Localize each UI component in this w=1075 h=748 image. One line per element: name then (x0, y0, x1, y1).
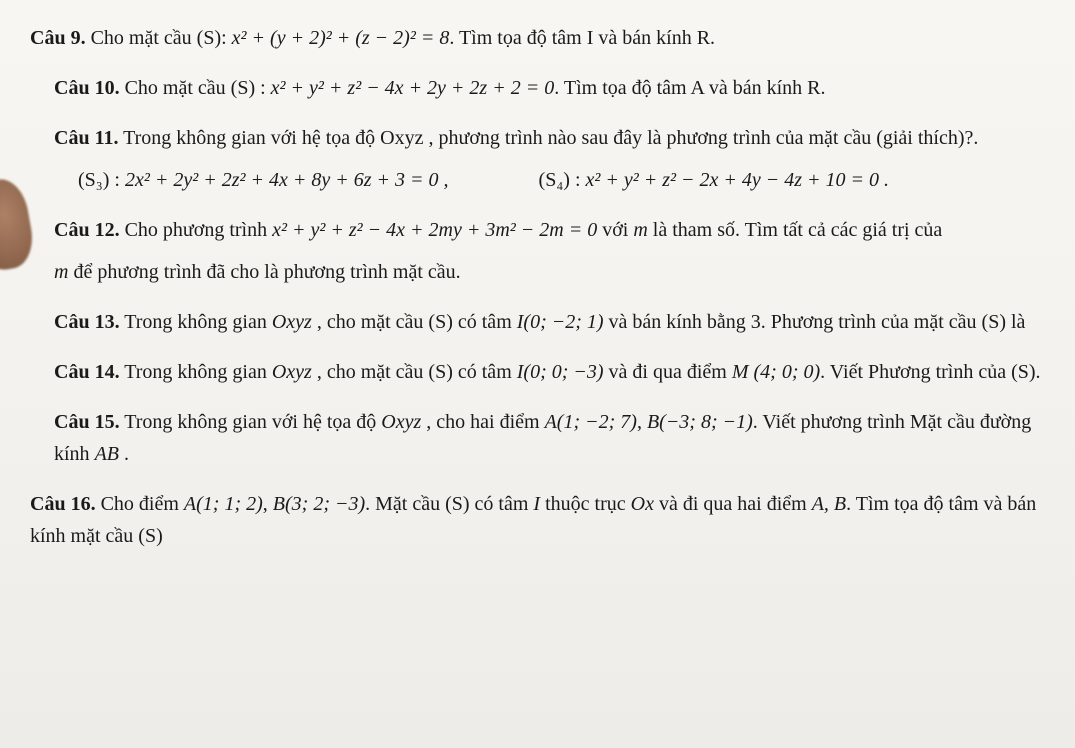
q9-text-before: Cho mặt cầu (S): (91, 27, 232, 49)
q13-text-after: . Phương trình của mặt cầu (S) là (761, 311, 1026, 333)
q12-text-before: Cho phương trình (125, 219, 273, 241)
q11-options: (S₃) : 2x² + 2y² + 2z² + 4x + 8y + 6z + … (54, 164, 1045, 196)
q10-eq: x² + y² + z² − 4x + 2y + 2z + 2 = 0 (271, 77, 555, 99)
q9-eq: x² + (y + 2)² + (z − 2)² = 8 (232, 27, 450, 49)
q16-axis: Ox (631, 493, 654, 515)
q14-space: Oxyz (272, 361, 312, 383)
q14-point: M (4; 0; 0) (732, 361, 820, 383)
question-14: Câu 14. Trong không gian Oxyz , cho mặt … (30, 356, 1045, 388)
q13-text-mid1: , cho mặt cầu (S) có tâm (312, 311, 517, 333)
q13-text-mid2: và bán kính bằng (604, 311, 751, 333)
q11-s4-label: (S₄) : (539, 169, 586, 191)
q12-line2: m để phương trình đã cho là phương trình… (54, 256, 1045, 288)
question-12: Câu 12. Cho phương trình x² + y² + z² − … (30, 214, 1045, 288)
q14-text-after: . Viết Phương trình của (S). (820, 361, 1040, 383)
q16-text-mid3: và đi qua hai điểm (654, 493, 812, 515)
q16-pointB: B(3; 2; −3) (273, 493, 365, 515)
q11-option-s3: (S₃) : 2x² + 2y² + 2z² + 4x + 8y + 6z + … (78, 164, 449, 196)
q12-eq: x² + y² + z² − 4x + 2my + 3m² − 2m = 0 (272, 219, 597, 241)
q9-text-after: . Tìm tọa độ tâm I và bán kính R. (449, 27, 715, 49)
question-16: Câu 16. Cho điểm A(1; 1; 2), B(3; 2; −3)… (30, 488, 1045, 552)
q12-text-mid: với (597, 219, 633, 241)
q15-text-mid1: , cho hai điểm (421, 411, 544, 433)
q13-text-before: Trong không gian (124, 311, 272, 333)
q12-text-after1: là tham số. Tìm tất cả các giá trị của (648, 219, 943, 241)
q11-lead: Câu 11. (54, 127, 118, 149)
q10-text-before: Cho mặt cầu (S) : (125, 77, 271, 99)
q14-text-before: Trong không gian (124, 361, 272, 383)
q12-line2-text: để phương trình đã cho là phương trình m… (68, 261, 460, 283)
q15-text-before: Trong không gian với hệ tọa độ (124, 411, 381, 433)
q11-s4-eq: x² + y² + z² − 2x + 4y − 4z + 10 = 0 . (586, 169, 890, 191)
q11-option-s4: (S₄) : x² + y² + z² − 2x + 4y − 4z + 10 … (539, 164, 890, 196)
q14-text-mid1: , cho mặt cầu (S) có tâm (312, 361, 517, 383)
q14-lead: Câu 14. (54, 361, 120, 383)
q15-pointA: A(1; −2; 7) (545, 411, 637, 433)
q16-ab: A, B (812, 493, 846, 515)
q14-center: I(0; 0; −3) (517, 361, 604, 383)
q16-text-mid2: thuộc trục (540, 493, 631, 515)
q14-text-mid2: và đi qua điểm (604, 361, 732, 383)
q11-s3-label: (S₃) : (78, 169, 125, 191)
question-15: Câu 15. Trong không gian với hệ tọa độ O… (30, 406, 1045, 470)
q10-lead: Câu 10. (54, 77, 120, 99)
q15-seg: AB (95, 443, 119, 465)
question-9: Câu 9. Cho mặt cầu (S): x² + (y + 2)² + … (30, 22, 1045, 54)
question-11: Câu 11. Trong không gian với hệ tọa độ O… (30, 122, 1045, 196)
q16-sep: , (263, 493, 273, 515)
q12-lead: Câu 12. (54, 219, 120, 241)
q11-s3-eq: 2x² + 2y² + 2z² + 4x + 8y + 6z + 3 = 0 , (125, 169, 449, 191)
q15-sep: , (637, 411, 647, 433)
q15-dot: . (119, 443, 129, 465)
q16-pointA: A(1; 1; 2) (184, 493, 263, 515)
q13-lead: Câu 13. (54, 311, 120, 333)
q16-lead: Câu 16. (30, 493, 96, 515)
q15-lead: Câu 15. (54, 411, 120, 433)
q15-pointB: B(−3; 8; −1) (647, 411, 753, 433)
q10-text-after: . Tìm tọa độ tâm A và bán kính R. (554, 77, 825, 99)
q12-var: m (633, 219, 647, 241)
question-13: Câu 13. Trong không gian Oxyz , cho mặt … (30, 306, 1045, 338)
q13-space: Oxyz (272, 311, 312, 333)
document-page: Câu 9. Cho mặt cầu (S): x² + (y + 2)² + … (0, 0, 1075, 748)
q16-text-before: Cho điểm (101, 493, 184, 515)
q13-center: I(0; −2; 1) (517, 311, 604, 333)
q16-text-mid1: . Mặt cầu (S) có tâm (365, 493, 533, 515)
q13-radius: 3 (751, 311, 761, 333)
q9-lead: Câu 9. (30, 27, 86, 49)
q11-text: Trong không gian với hệ tọa độ Oxyz , ph… (123, 127, 978, 149)
q12-line2-var: m (54, 261, 68, 283)
question-10: Câu 10. Cho mặt cầu (S) : x² + y² + z² −… (30, 72, 1045, 104)
q15-space: Oxyz (381, 411, 421, 433)
